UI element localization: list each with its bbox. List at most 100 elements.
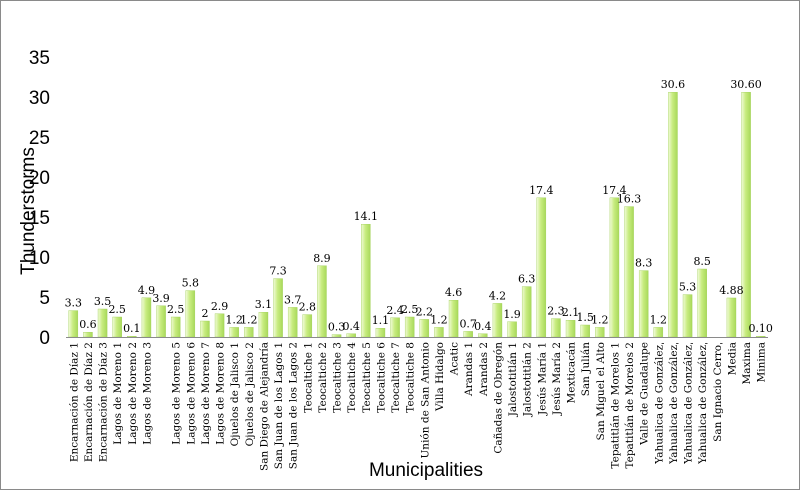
x-tick-label: Lagos de Moreno 1 [112, 342, 124, 445]
x-tick-label: Lagos de Moreno 2 [127, 342, 139, 445]
bar [536, 197, 547, 338]
x-axis: Encarnación de Díaz 1 Encarnación de Díaz… [66, 337, 768, 471]
data-label: 17.4 [529, 184, 554, 197]
bar [141, 297, 152, 338]
data-label: 2.8 [299, 301, 317, 314]
bar [492, 303, 503, 338]
x-tick-label: Ojuelos de Jalisco 2 [244, 342, 256, 446]
bar [697, 268, 707, 338]
data-label: 30.60 [730, 78, 762, 91]
bar [507, 321, 517, 338]
bar [404, 316, 415, 338]
data-label: 4.2 [489, 289, 507, 302]
bar [112, 316, 122, 338]
bar [317, 265, 327, 338]
y-tick-label: 25 [29, 128, 50, 149]
data-label: 8.9 [313, 252, 331, 265]
x-tick-label: Jesús María 1 [536, 342, 548, 416]
data-label: 1.5 [576, 311, 594, 324]
data-label: 14.1 [354, 210, 379, 223]
data-label: 4.9 [138, 284, 156, 297]
bar [653, 327, 664, 338]
bar [170, 316, 181, 338]
data-label: 2.3 [547, 305, 565, 318]
bar [419, 319, 430, 338]
x-tick-label: Yahualica de Gonzálezˌ [697, 342, 709, 465]
bar [331, 334, 342, 338]
x-tick-label: San Ignacio Cerroˌ [712, 342, 724, 442]
x-tick-label: Tepatitlán de Morelos 1 [609, 342, 621, 469]
bar [521, 286, 532, 338]
data-label: 1.2 [430, 313, 448, 326]
bar [244, 327, 254, 338]
data-label: 5.3 [679, 281, 697, 294]
data-label: 1.2 [591, 313, 609, 326]
bar [638, 270, 649, 338]
x-tick-label: Teocaltiche 1 [302, 342, 314, 413]
x-tick-label: Arandas 1 [463, 342, 475, 397]
bar [258, 312, 269, 338]
bar [668, 91, 678, 338]
data-label: 17.4 [602, 184, 627, 197]
x-tick-label: Minima [756, 342, 768, 382]
x-tick-label: Lagos de Moreno 5 [171, 342, 183, 445]
data-label: 2.4 [386, 304, 404, 317]
bar [463, 331, 473, 338]
y-tick-label: 0 [39, 328, 50, 349]
data-label: 2.1 [562, 306, 580, 319]
bar [478, 333, 488, 338]
bar [214, 313, 225, 338]
x-tick-label: Mexticacán [566, 342, 578, 404]
bar [361, 223, 371, 338]
data-label: 3.9 [152, 292, 170, 305]
bar [390, 317, 400, 338]
bar [273, 278, 283, 338]
x-tick-label: Ojuelos de Jalisco 1 [229, 342, 241, 446]
data-label: 2.5 [401, 303, 419, 316]
data-labels: 3.30.63.52.50.14.93.92.55.822.91.21.23.1… [65, 78, 773, 335]
data-label: 1.2 [650, 313, 668, 326]
data-label: 0.7 [459, 317, 477, 330]
x-tick-label: Teocaltiche 4 [346, 342, 358, 413]
bar [609, 197, 620, 338]
x-tick-label: Jalostotitlán 2 [522, 342, 534, 417]
x-tick-label: Encarnación de Díaz 2 [83, 342, 95, 462]
x-tick-label: Yahualica de Gonzálezˌ [653, 342, 665, 465]
data-label: 0.6 [79, 318, 97, 331]
x-tick-label: Unión de San Antonio [419, 342, 431, 459]
y-tick-label: 30 [29, 88, 50, 109]
bar [156, 305, 166, 338]
bar [185, 290, 196, 338]
bar [595, 327, 605, 338]
x-tick-label: Valle de Guadalupe [639, 342, 651, 446]
bar [302, 314, 313, 338]
bar [97, 308, 108, 338]
bar [127, 336, 137, 338]
data-label: 0.1 [123, 322, 141, 335]
x-tick-label: San Julián [580, 342, 592, 397]
y-tick-label: 35 [29, 48, 50, 69]
bar [624, 206, 634, 338]
x-axis-title: Municipalities [369, 460, 483, 481]
data-label: 1.2 [225, 313, 243, 326]
data-label: 2.2 [416, 305, 434, 318]
bar [551, 318, 561, 338]
x-tick-label: San Juan de los Lagos 2 [288, 342, 300, 469]
data-label: 0.4 [474, 320, 492, 333]
x-tick-label: Lagos de Moreno 3 [141, 342, 153, 445]
data-label: 3.3 [65, 297, 83, 310]
x-tick-label: Jesús María 2 [551, 342, 563, 416]
x-tick-label: Lagos de Moreno 6 [185, 342, 197, 445]
data-label: 4.6 [445, 286, 463, 299]
data-label: 3.5 [94, 295, 112, 308]
x-tick-label: Cañadas de Obregón [492, 342, 504, 454]
data-label: 0.3 [328, 321, 346, 334]
data-label: 1.2 [240, 313, 258, 326]
x-tick-label: Yahualica de Gonzálezˌ [668, 342, 680, 465]
x-tick-label: Media [726, 342, 738, 375]
data-label: 4.88 [719, 284, 744, 297]
y-axis: 0 5 10 15 20 25 30 35 [29, 48, 50, 349]
data-label: 7.3 [269, 265, 287, 278]
